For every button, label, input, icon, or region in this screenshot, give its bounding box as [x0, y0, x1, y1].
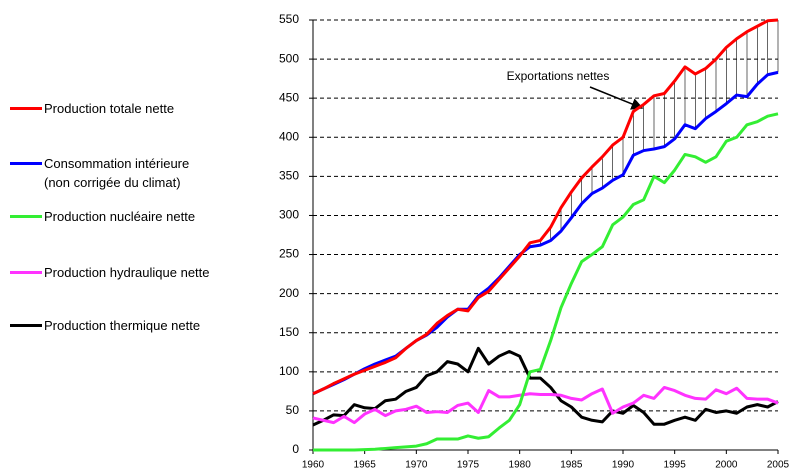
- annotation: Exportations nettes: [507, 69, 610, 83]
- legend-entry: Production totale nette: [10, 99, 174, 118]
- y-tick-label: 500: [279, 51, 299, 65]
- series-line: [312, 70, 779, 396]
- series-line: [312, 18, 779, 396]
- series-line: [312, 346, 779, 427]
- y-tick-label: 200: [279, 286, 299, 300]
- y-tick-label: 100: [279, 364, 299, 378]
- x-tick-label: 1960: [302, 460, 325, 471]
- legend-entry: Production thermique nette: [10, 316, 200, 335]
- legend-label: Production totale nette: [44, 101, 175, 116]
- y-tick-label: 450: [279, 90, 299, 104]
- legend-entry: Consommation intérieure (non corrigée du…: [10, 154, 189, 192]
- series-line: [312, 385, 779, 425]
- legend-swatch: [10, 271, 42, 274]
- y-tick-label: 150: [279, 325, 299, 339]
- legend-entry: Production hydraulique nette: [10, 263, 210, 282]
- y-tick-label: 350: [279, 169, 299, 183]
- y-tick-label: 550: [279, 12, 299, 26]
- x-tick-label: 1975: [457, 460, 480, 471]
- y-tick-label: 0: [292, 442, 299, 456]
- x-tick-label: 1970: [405, 460, 428, 471]
- x-tick-label: 1990: [612, 460, 635, 471]
- y-tick-label: 250: [279, 247, 299, 261]
- y-tick-label: 300: [279, 208, 299, 222]
- x-tick-label: 1965: [354, 460, 377, 471]
- legend-swatch: [10, 215, 42, 218]
- x-tick-label: 1985: [560, 460, 583, 471]
- legend-entry: Production nucléaire nette: [10, 207, 195, 226]
- legend-swatch: [10, 324, 42, 327]
- x-tick-label: 1980: [509, 460, 532, 471]
- series-line: [313, 112, 779, 452]
- legend-label: Production thermique nette: [44, 318, 201, 333]
- legend-label: Consommation intérieure (non corrigée du…: [44, 156, 190, 190]
- annotation-arrow: [589, 86, 644, 110]
- x-tick-label: 1995: [664, 460, 687, 471]
- y-tick-label: 50: [286, 403, 300, 417]
- legend-label: Production nucléaire nette: [44, 209, 196, 224]
- legend-swatch: [10, 107, 42, 110]
- legend-label: Production hydraulique nette: [44, 265, 210, 280]
- y-tick-label: 400: [279, 129, 299, 143]
- x-tick-label: 2005: [767, 460, 790, 471]
- x-tick-label: 2000: [715, 460, 738, 471]
- legend-swatch: [10, 162, 42, 165]
